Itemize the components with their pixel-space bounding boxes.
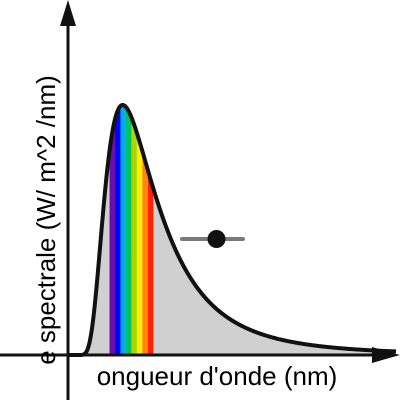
x-axis-arrow: [372, 347, 400, 363]
y-axis-label: e spectrale (W/ m^2 /nm): [31, 75, 61, 365]
curve-layer: [68, 103, 398, 357]
visible-spectrum-band: [109, 105, 154, 356]
blackbody-curve: [68, 103, 398, 357]
spectrum-segment: [147, 169, 154, 355]
spectrum-segment: [109, 119, 116, 355]
spectrum-segment: [136, 132, 143, 355]
x-axis-label: ongueur d'onde (nm): [97, 361, 338, 391]
spectrum-segment: [115, 106, 121, 356]
spectrum-segment: [125, 107, 132, 355]
y-axis-arrow: [60, 0, 76, 26]
temperature-slider[interactable]: [180, 230, 245, 248]
spectrum-segment: [120, 105, 126, 355]
slider-knob[interactable]: [207, 230, 226, 248]
spectrum-segment: [131, 117, 137, 356]
spectrum-segment: [142, 151, 148, 355]
